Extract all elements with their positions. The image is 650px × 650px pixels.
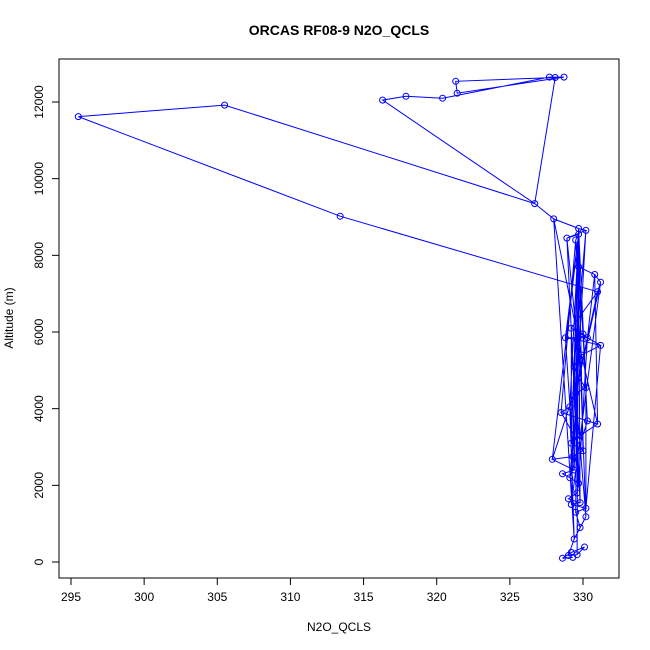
y-tick-label: 0 [32, 558, 46, 565]
data-point [439, 94, 447, 102]
data-point [576, 432, 584, 439]
data-point [570, 466, 578, 474]
data-point [579, 447, 587, 455]
data-point [221, 101, 229, 109]
data-point [559, 554, 566, 562]
data-point [572, 389, 580, 397]
y-tick-label: 6000 [32, 318, 46, 345]
data-point [582, 513, 590, 521]
data-point [576, 524, 584, 531]
data-point [572, 508, 580, 516]
x-tick-label: 310 [280, 590, 300, 604]
data-point [561, 334, 569, 342]
data-point [573, 551, 581, 559]
data-point [578, 351, 585, 359]
data-point [564, 495, 572, 503]
data-point [594, 420, 602, 428]
data-point [453, 89, 461, 97]
x-tick-label: 325 [500, 590, 520, 604]
data-point [336, 212, 344, 220]
data-point [582, 384, 590, 392]
data-point [74, 113, 82, 121]
data-point [575, 263, 583, 271]
x-tick-label: 295 [61, 590, 81, 604]
x-tick-label: 300 [134, 590, 154, 604]
y-tick-label: 4000 [32, 395, 46, 422]
data-point [575, 479, 583, 487]
y-tick-label: 8000 [32, 242, 46, 269]
plot-frame [58, 58, 620, 579]
x-axis-label: N2O_QCLS [307, 620, 371, 634]
data-point [576, 499, 584, 507]
data-point [573, 336, 581, 344]
data-point [569, 453, 577, 461]
data-point [559, 470, 566, 478]
data-point [566, 403, 574, 411]
data-point [563, 234, 571, 242]
data-point [597, 341, 605, 349]
data-point [567, 324, 575, 332]
data-point [452, 77, 460, 85]
data-point [572, 236, 580, 244]
y-tick-label: 12000 [32, 85, 46, 119]
data-point [575, 374, 583, 382]
data-point [402, 92, 410, 100]
data-point [583, 417, 591, 425]
data-point [566, 474, 574, 482]
series-points [74, 73, 605, 562]
series-line [78, 76, 603, 559]
data-point [573, 489, 581, 497]
data-point [582, 226, 590, 234]
data-point [570, 535, 578, 543]
x-tick-label: 320 [427, 590, 447, 604]
y-axis-label: Altitude (m) [2, 287, 16, 348]
chart-title: ORCAS RF08-9 N2O_QCLS [249, 22, 429, 38]
data-point [581, 543, 588, 551]
y-axis: 0 2000 4000 6000 8000 10000 12000 [32, 85, 60, 565]
y-tick-label: 10000 [32, 162, 46, 196]
x-tick-label: 330 [573, 590, 593, 604]
data-point [560, 73, 568, 81]
data-point [591, 271, 599, 278]
data-point [557, 409, 565, 416]
data-point [579, 330, 587, 338]
data-point [567, 439, 575, 447]
data-point [597, 278, 605, 286]
x-tick-label: 315 [354, 590, 374, 604]
series-lines [78, 76, 603, 559]
data-point [550, 215, 558, 223]
data-point [567, 548, 575, 556]
x-tick-label: 305 [207, 590, 227, 604]
data-point [582, 504, 590, 512]
data-point [548, 455, 556, 463]
data-point [570, 363, 578, 370]
data-point [583, 334, 591, 342]
data-point [531, 200, 539, 208]
y-tick-label: 2000 [32, 472, 46, 499]
data-point [551, 74, 559, 81]
data-point [575, 225, 583, 232]
data-point [379, 96, 387, 104]
data-point [594, 288, 602, 296]
data-point [567, 501, 575, 508]
x-axis: 295 300 305 310 315 320 325 330 [61, 577, 593, 604]
